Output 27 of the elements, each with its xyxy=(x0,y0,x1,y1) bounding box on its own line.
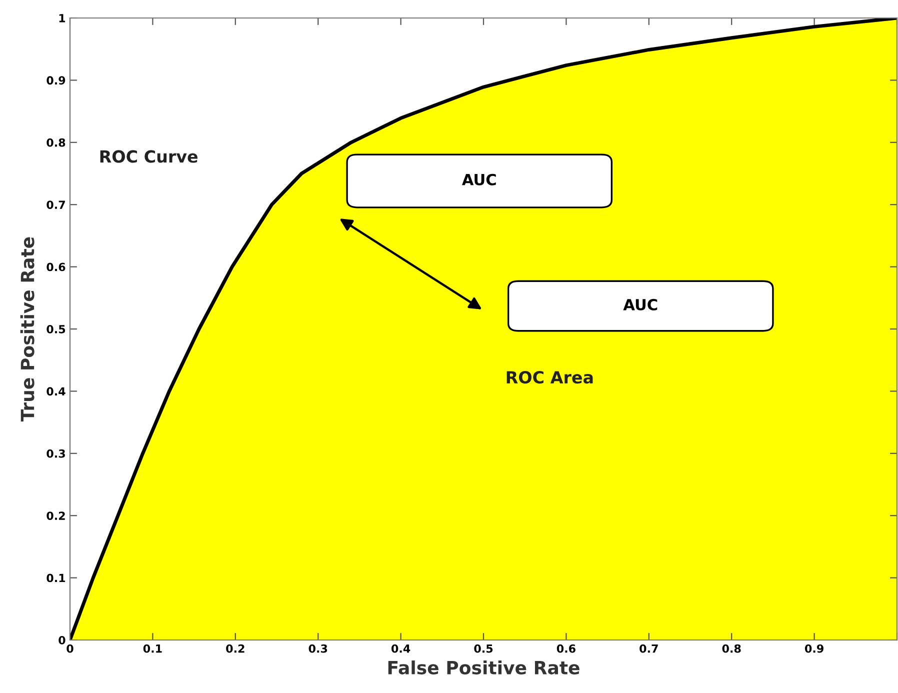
y-tick-label: 0 xyxy=(58,636,66,644)
x-tick-label: 0.9 xyxy=(804,644,824,653)
y-tick-label: 0.2 xyxy=(46,512,65,520)
y-tick-label: 0.5 xyxy=(46,324,66,334)
y-tick-label: 0.4 xyxy=(46,387,66,396)
y-tick-label: 0.8 xyxy=(46,138,66,147)
x-tick-label: 0.6 xyxy=(556,644,576,653)
x-tick-label: 0.2 xyxy=(226,644,244,653)
annotation: ROC Area xyxy=(506,370,593,384)
annotation: AUC xyxy=(462,174,496,186)
y-tick-label: 1 xyxy=(59,14,66,22)
y-tick-label: 0.1 xyxy=(46,574,66,582)
annotation: ROC Curve xyxy=(100,150,198,163)
x-tick-label: 0.4 xyxy=(391,644,410,653)
y-tick-label: 0.6 xyxy=(46,262,66,272)
x-tick-label: 0.8 xyxy=(722,644,741,653)
x-tick-label: 0.1 xyxy=(143,644,162,653)
y-tick-label: 0.3 xyxy=(46,449,65,458)
x-tick-label: 0.7 xyxy=(640,644,658,653)
y-axis-title: True Positive Rate xyxy=(20,237,34,422)
y-tick-label: 0.7 xyxy=(46,200,65,209)
y-tick-label: 0.9 xyxy=(46,76,66,85)
annotation: AUC xyxy=(623,298,658,310)
x-axis-title: False Positive Rate xyxy=(388,660,580,674)
x-tick-label: 0 xyxy=(66,644,74,653)
x-tick-label: 0.3 xyxy=(308,644,328,653)
x-tick-label: 0.5 xyxy=(474,644,493,653)
